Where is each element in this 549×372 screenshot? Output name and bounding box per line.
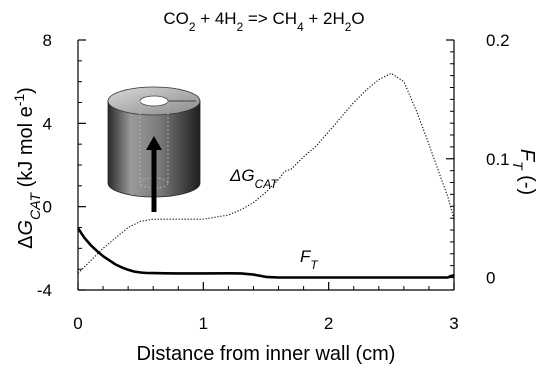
x-tick-label: 2 (324, 314, 333, 333)
tick-labels-layer: 0 1 2 3 -4 0 4 8 0 0.1 0.2 (37, 31, 510, 333)
x-tick-label: 3 (449, 314, 458, 333)
series-label-f-t: FT (300, 247, 318, 272)
hollow-cylinder-illustration (107, 86, 201, 212)
flow-arrow-head (146, 136, 162, 150)
series-line-f-t (76, 227, 455, 279)
x-axis-title: Distance from inner wall (cm) (137, 343, 396, 365)
y-right-tick-label: 0 (486, 269, 495, 288)
y-right-tick-label: 0.1 (486, 150, 510, 169)
y-left-tick-label: -4 (37, 281, 52, 300)
bore-bottom-outline (139, 177, 169, 189)
y-right-tick-label: 0.2 (486, 31, 510, 50)
y-axis-right-title: FT (-) (510, 149, 538, 195)
ticks-layer (77, 39, 455, 291)
series-label-delta-g-cat: ΔGCAT (229, 166, 278, 191)
y-left-tick-label: 4 (43, 114, 52, 133)
y-axis-left-title: ΔGCAT (kJ mol e-1) (11, 87, 43, 249)
y-left-tick-label: 8 (43, 31, 52, 50)
x-tick-label: 0 (73, 314, 82, 333)
y-left-tick-label: 0 (43, 198, 52, 217)
cylinder-bore (139, 95, 169, 107)
series-layer (76, 72, 455, 279)
chart-title: CO2 + 4H2 => CH4 + 2H2O (163, 9, 364, 34)
series-line-delta-g-cat (77, 72, 455, 274)
x-tick-label: 1 (199, 314, 208, 333)
